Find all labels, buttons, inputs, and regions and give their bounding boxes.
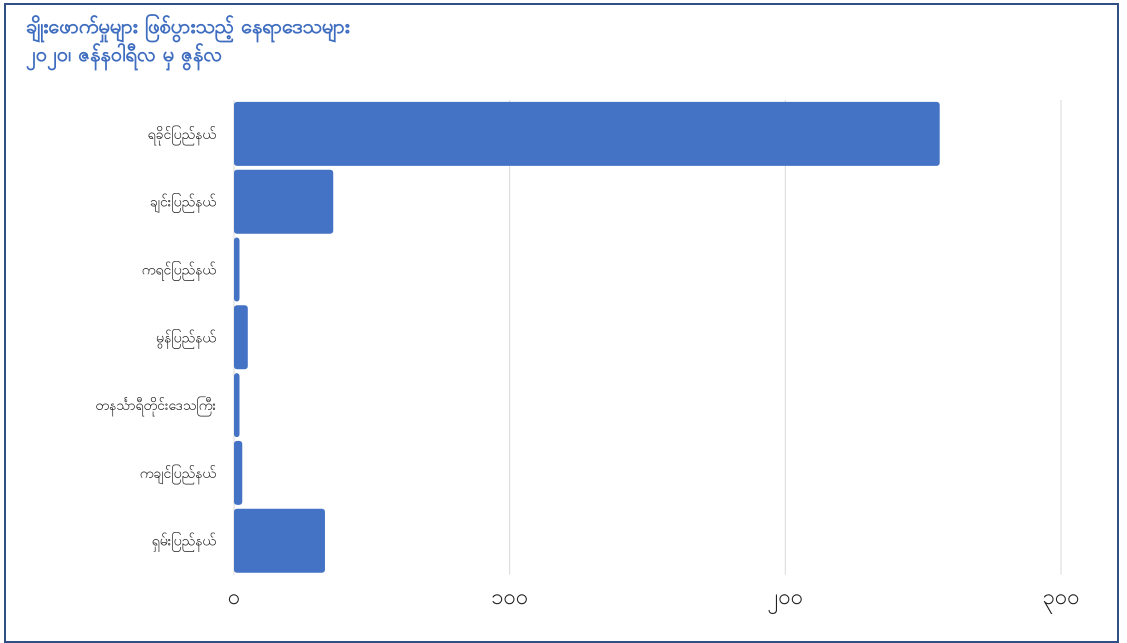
- chart-subtitle: ၂၀၂၀၊ ဇန်နဝါရီလ မှ ဇွန်လ: [26, 42, 223, 66]
- category-label: ကရင်ပြည်နယ်: [142, 262, 217, 281]
- bar: [234, 440, 243, 505]
- x-tick-label: ၀: [228, 585, 240, 610]
- x-tick-label: ၁၀၀: [491, 585, 528, 610]
- category-label: ရှမ်းပြည်နယ်: [152, 533, 217, 552]
- bar: [234, 508, 325, 573]
- bar: [234, 373, 240, 438]
- chart-title: ချိုးဖောက်မှုများ ဖြစ်ပွားသည့် နေရာဒေသမျ…: [26, 14, 350, 38]
- bar-chart: ရခိုင်ပြည်နယ်ချင်းပြည်နယ်ကရင်ပြည်နယ်မွန်…: [95, 100, 1080, 614]
- category-label: ကချင်ပြည်နယ်: [140, 465, 217, 484]
- bars: [234, 101, 940, 573]
- category-labels: ရခိုင်ပြည်နယ်ချင်းပြည်နယ်ကရင်ပြည်နယ်မွန်…: [95, 126, 216, 552]
- x-tick-label: ၃၀၀: [1042, 585, 1079, 614]
- bar: [234, 237, 240, 302]
- grid-lines: [233, 100, 1062, 575]
- category-label: တနင်္သာရီတိုင်းဒေသကြီး: [95, 397, 216, 416]
- category-label: ရခိုင်ပြည်နယ်: [148, 126, 217, 145]
- bar: [234, 305, 248, 370]
- chart-title-block: ချိုးဖောက်မှုများ ဖြစ်ပွားသည့် နေရာဒေသမျ…: [26, 12, 350, 68]
- x-axis-tick-labels: ၀ ၁၀၀ ၂၀၀ ၃၀၀: [228, 585, 1080, 614]
- bar: [234, 169, 334, 234]
- category-label: မွန်ပြည်နယ်: [156, 329, 216, 348]
- x-tick-label: ၂၀၀: [768, 585, 804, 614]
- category-label: ချင်းပြည်နယ်: [150, 194, 217, 213]
- bar: [234, 101, 940, 166]
